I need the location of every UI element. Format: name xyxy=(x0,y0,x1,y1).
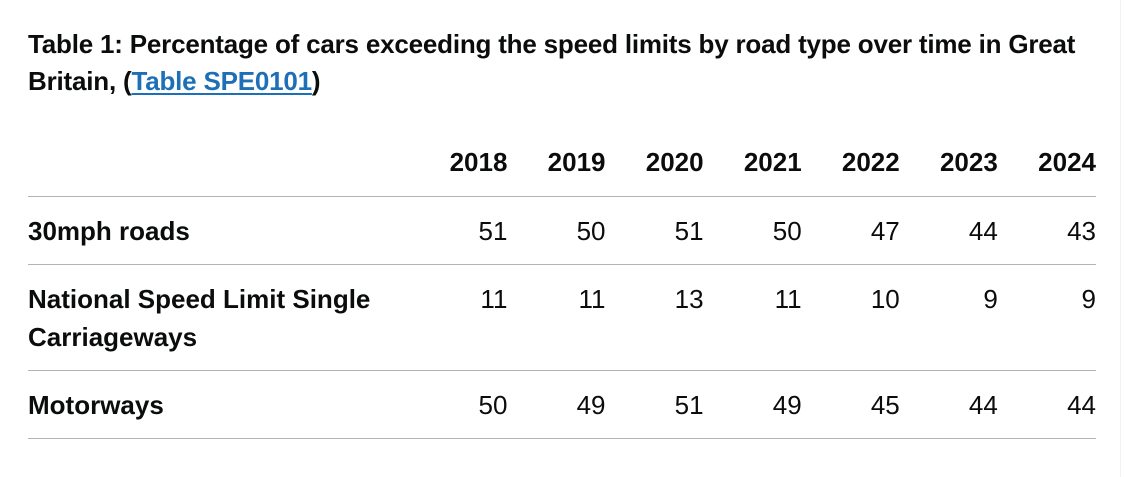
table-cell: 11 xyxy=(409,264,508,371)
table-cell: 9 xyxy=(899,264,998,371)
header-year-2019: 2019 xyxy=(507,128,606,197)
page-edge-divider xyxy=(1120,0,1121,477)
table-cell: 47 xyxy=(801,196,900,265)
table-cell: 10 xyxy=(801,264,900,371)
table-spe0101-link[interactable]: Table SPE0101 xyxy=(131,66,312,96)
header-corner-cell xyxy=(28,128,410,197)
caption-close-paren: ) xyxy=(311,66,321,96)
header-year-2020: 2020 xyxy=(605,128,704,197)
row-label-30mph-roads: 30mph roads xyxy=(28,196,410,265)
table-cell: 49 xyxy=(703,370,802,439)
table-cell: 43 xyxy=(997,196,1096,265)
table-cell: 49 xyxy=(507,370,606,439)
header-year-2018: 2018 xyxy=(409,128,508,197)
table-row: National Speed Limit Single Carriageways… xyxy=(28,264,1096,371)
table-cell: 9 xyxy=(997,264,1096,371)
row-label-national-speed-limit-single-carriageways: National Speed Limit Single Carriageways xyxy=(28,264,410,371)
header-year-2022: 2022 xyxy=(801,128,900,197)
table-cell: 51 xyxy=(605,196,704,265)
table-cell: 44 xyxy=(899,196,998,265)
header-year-2023: 2023 xyxy=(899,128,998,197)
table-cell: 51 xyxy=(409,196,508,265)
row-label-motorways: Motorways xyxy=(28,370,410,439)
table-cell: 50 xyxy=(507,196,606,265)
table-cell: 44 xyxy=(899,370,998,439)
table-cell: 50 xyxy=(703,196,802,265)
header-year-2024: 2024 xyxy=(997,128,1096,197)
table-header-row: 2018 2019 2020 2021 2022 2023 2024 xyxy=(28,128,1096,197)
header-year-2021: 2021 xyxy=(703,128,802,197)
table-cell: 11 xyxy=(703,264,802,371)
table-cell: 51 xyxy=(605,370,704,439)
table-cell: 11 xyxy=(507,264,606,371)
table-caption: Table 1: Percentage of cars exceeding th… xyxy=(28,26,1088,100)
speed-limit-table: 2018 2019 2020 2021 2022 2023 2024 30mph… xyxy=(28,128,1096,439)
table-cell: 50 xyxy=(409,370,508,439)
caption-text: Table 1: Percentage of cars exceeding th… xyxy=(28,29,1076,96)
table-cell: 44 xyxy=(997,370,1096,439)
table-cell: 45 xyxy=(801,370,900,439)
table-row: 30mph roads 51 50 51 50 47 44 43 xyxy=(28,196,1096,265)
table-cell: 13 xyxy=(605,264,704,371)
table-row: Motorways 50 49 51 49 45 44 44 xyxy=(28,370,1096,439)
